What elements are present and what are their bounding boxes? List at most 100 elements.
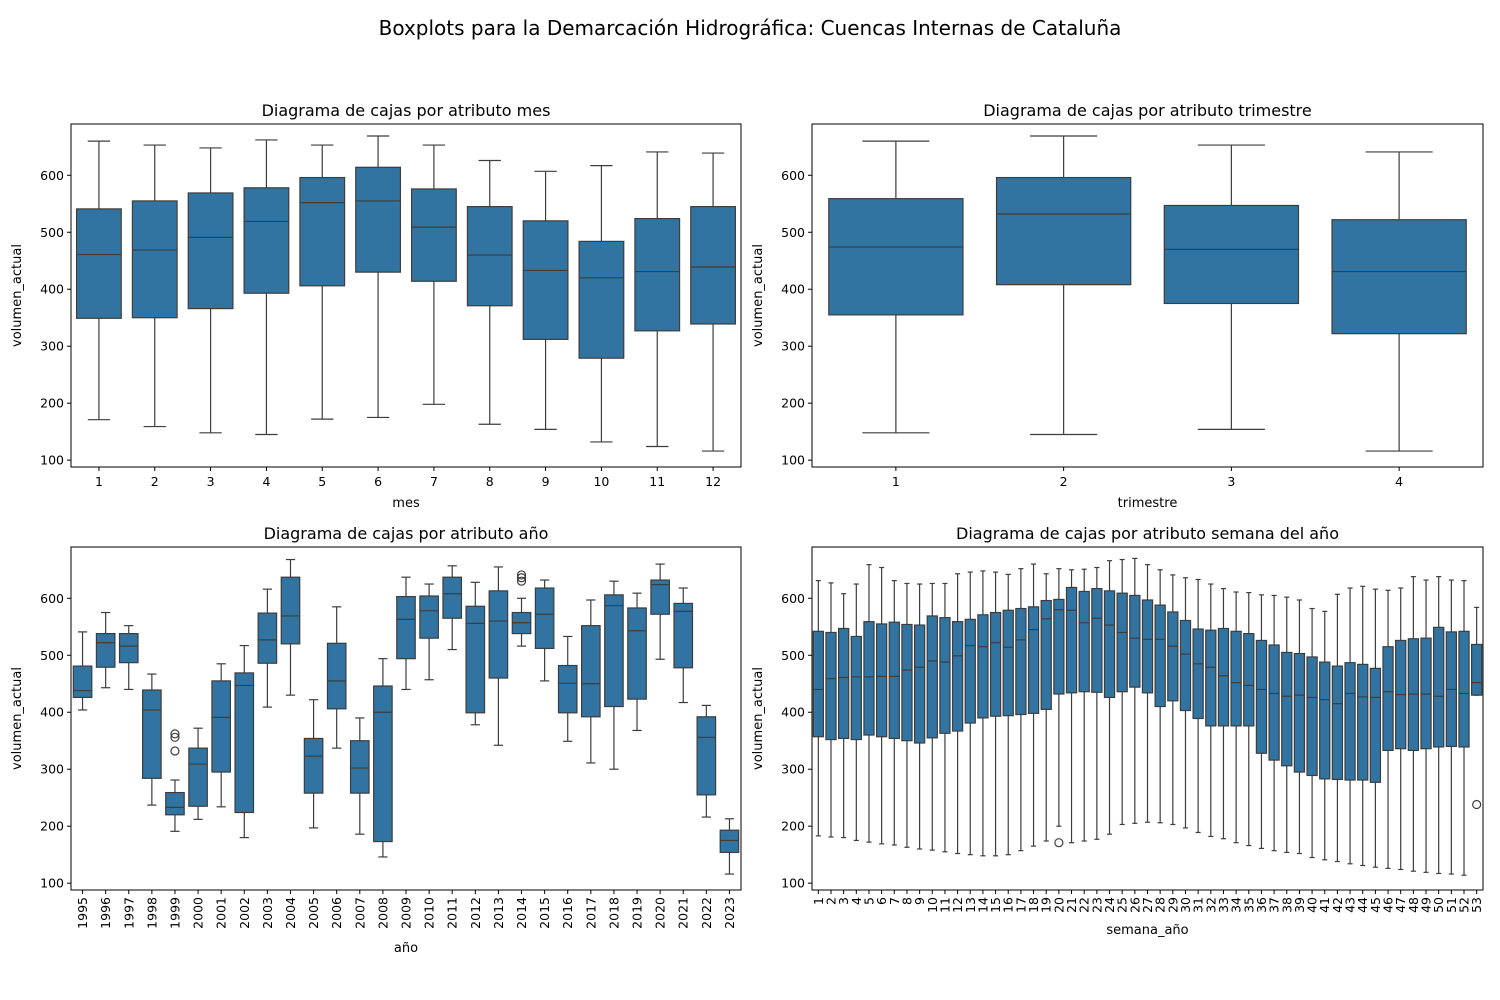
x-tick-label: 42 — [1330, 897, 1345, 913]
box-iqr — [1129, 594, 1141, 688]
x-tick-label: 2 — [823, 897, 838, 905]
box-2007 — [349, 717, 370, 835]
box-24 — [1103, 560, 1116, 835]
box-1997 — [118, 625, 139, 691]
y-tick-label: 300 — [40, 762, 64, 777]
x-tick-label: 32 — [1203, 897, 1218, 913]
box-iqr — [187, 192, 234, 310]
box-iqr — [419, 595, 439, 639]
box-iqr — [165, 791, 185, 816]
outlier-point — [1472, 799, 1482, 810]
y-tick-label: 100 — [40, 453, 64, 468]
box-iqr — [1192, 628, 1204, 720]
box-2020 — [650, 563, 670, 660]
box-2016 — [557, 635, 578, 742]
x-tick-label: 53 — [1469, 897, 1484, 913]
x-tick-label: 30 — [1178, 897, 1193, 913]
box-10 — [578, 164, 625, 443]
box-iqr — [995, 176, 1132, 286]
x-tick-label: 26 — [1127, 897, 1142, 913]
box-iqr — [1331, 665, 1344, 781]
x-tick-label: 2006 — [329, 897, 344, 929]
x-tick-label: 33 — [1216, 897, 1231, 913]
x-tick-label: 3 — [836, 897, 851, 905]
box-iqr — [1027, 606, 1040, 714]
x-tick-label: 9 — [912, 897, 927, 905]
chart-title: Diagrama de cajas por atributo mes — [262, 101, 551, 120]
x-tick-label: 45 — [1368, 897, 1383, 913]
box-iqr — [303, 737, 324, 794]
box-iqr — [888, 621, 900, 740]
box-2015 — [534, 579, 555, 682]
outlier-point — [170, 729, 180, 739]
x-tick-label: 7 — [430, 474, 438, 489]
x-tick-label: 1997 — [121, 897, 136, 929]
x-tick-label: 2023 — [722, 897, 737, 929]
box-27 — [1141, 564, 1154, 823]
box-6 — [875, 566, 888, 845]
box-iqr — [828, 198, 964, 316]
y-axis-label: volumen_actual — [751, 667, 766, 770]
box-3 — [1163, 144, 1300, 430]
x-tick-label: 52 — [1457, 897, 1472, 913]
x-tick-label: 20 — [1051, 897, 1066, 913]
y-tick-label: 100 — [781, 876, 805, 891]
y-tick-label: 300 — [781, 762, 805, 777]
box-51 — [1445, 579, 1458, 875]
x-tick-label: 38 — [1279, 897, 1294, 913]
x-tick-label: 18 — [1026, 897, 1041, 913]
box-iqr — [75, 208, 122, 319]
x-tick-label: 27 — [1140, 897, 1155, 913]
chart-panel-2: Diagrama de cajas por atributo trimestre… — [751, 101, 1484, 511]
x-tick-label: 2004 — [283, 897, 298, 929]
box-4 — [243, 139, 290, 436]
box-iqr — [719, 829, 740, 853]
x-tick-label: 2020 — [653, 897, 668, 929]
chart-panel-4: Diagrama de cajas por atributo semana de… — [751, 524, 1484, 938]
x-tick-label: 10 — [593, 474, 609, 489]
box-1996 — [95, 611, 116, 689]
box-iqr — [825, 631, 837, 741]
box-iqr — [465, 605, 486, 714]
x-tick-label: 29 — [1165, 897, 1180, 913]
box-6 — [355, 135, 402, 419]
box-18 — [1027, 563, 1040, 847]
x-tick-label: 2017 — [583, 897, 598, 929]
page-title: Boxplots para la Demarcación Hidrográfic… — [378, 16, 1122, 40]
box-iqr — [299, 176, 346, 287]
box-4 — [850, 583, 862, 842]
box-iqr — [673, 602, 694, 669]
box-16 — [1002, 573, 1014, 856]
x-tick-label: 11 — [649, 474, 665, 489]
x-axis-label: semana_año — [1106, 923, 1188, 938]
box-iqr — [1179, 619, 1192, 712]
x-tick-label: 1996 — [98, 897, 113, 929]
box-2017 — [580, 599, 601, 764]
x-tick-label: 15 — [988, 897, 1003, 913]
x-axis-label: trimestre — [1118, 496, 1178, 511]
x-tick-label: 7 — [887, 897, 902, 905]
box-iqr — [234, 672, 255, 814]
box-34 — [1230, 591, 1242, 844]
x-tick-label: 28 — [1153, 897, 1168, 913]
box-iqr — [634, 217, 681, 332]
x-tick-label: 5 — [861, 897, 876, 905]
y-tick-label: 400 — [40, 705, 64, 720]
box-iqr — [280, 576, 301, 645]
x-axis-label: mes — [392, 496, 420, 511]
x-tick-label: 19 — [1039, 897, 1054, 913]
y-tick-label: 200 — [40, 819, 64, 834]
box-30 — [1179, 577, 1192, 829]
plot-frame — [811, 123, 1484, 468]
x-tick-label: 2016 — [560, 897, 575, 929]
box-28 — [1154, 569, 1166, 824]
x-tick-label: 5 — [318, 474, 326, 489]
x-tick-label: 16 — [1001, 897, 1016, 913]
box-3 — [187, 147, 234, 434]
box-2001 — [211, 663, 232, 808]
x-tick-label: 2010 — [422, 897, 437, 929]
x-tick-label: 48 — [1406, 897, 1421, 913]
box-46 — [1382, 589, 1394, 869]
x-tick-label: 35 — [1241, 897, 1256, 913]
box-iqr — [901, 623, 913, 742]
